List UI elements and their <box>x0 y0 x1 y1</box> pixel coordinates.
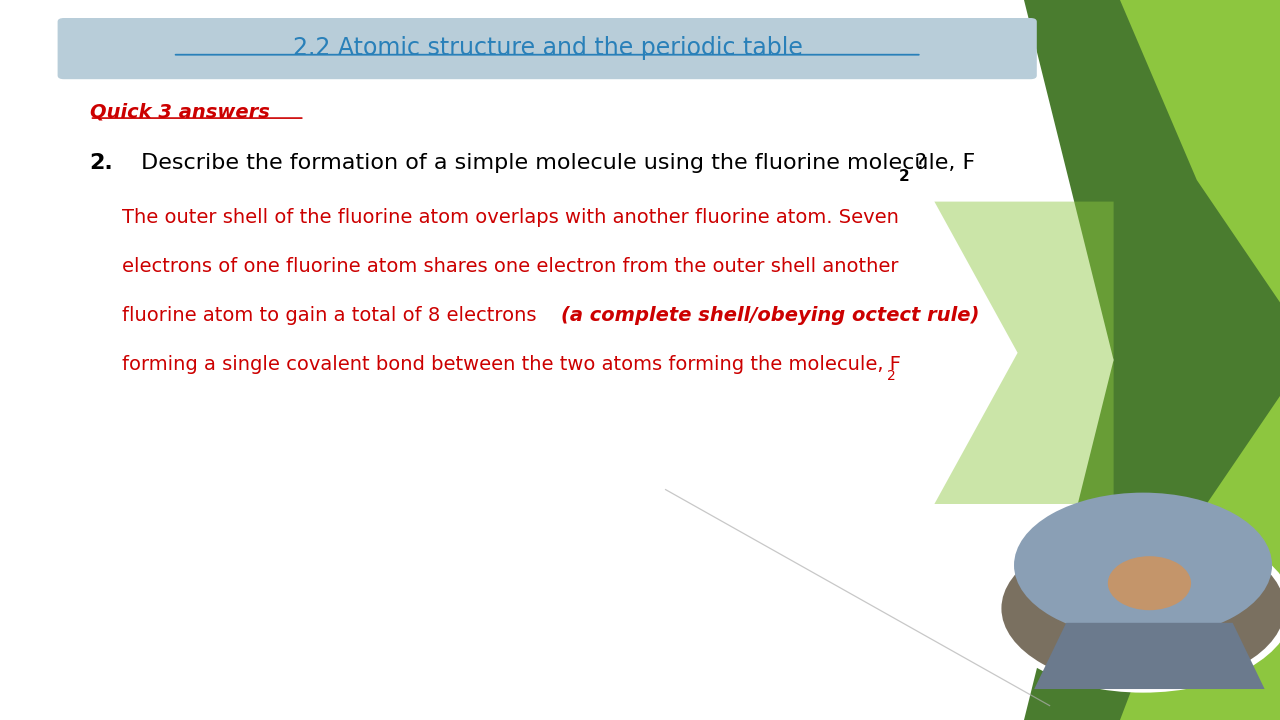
Text: The outer shell of the fluorine atom overlaps with another fluorine atom. Seven: The outer shell of the fluorine atom ove… <box>122 208 899 227</box>
Text: 2.: 2. <box>90 153 114 174</box>
Text: (a complete shell/obeying octect rule): (a complete shell/obeying octect rule) <box>561 306 979 325</box>
Polygon shape <box>1024 0 1280 720</box>
Text: fluorine atom to gain a total of 8 electrons: fluorine atom to gain a total of 8 elect… <box>122 306 536 325</box>
Circle shape <box>993 524 1280 693</box>
Text: electrons of one fluorine atom shares one electron from the outer shell another: electrons of one fluorine atom shares on… <box>122 257 899 276</box>
Text: 2.2 Atomic structure and the periodic table: 2.2 Atomic structure and the periodic ta… <box>293 36 803 60</box>
Polygon shape <box>1120 396 1280 720</box>
Polygon shape <box>1034 623 1265 689</box>
Text: Quick 3 answers: Quick 3 answers <box>90 102 270 121</box>
Circle shape <box>1000 528 1280 689</box>
Text: 2: 2 <box>899 169 909 184</box>
Circle shape <box>1014 492 1272 638</box>
Text: forming a single covalent bond between the two atoms forming the molecule, F: forming a single covalent bond between t… <box>122 355 901 374</box>
Text: ?: ? <box>914 153 925 174</box>
Text: Describe the formation of a simple molecule using the fluorine molecule, F: Describe the formation of a simple molec… <box>134 153 975 174</box>
Ellipse shape <box>1108 556 1190 611</box>
FancyBboxPatch shape <box>58 18 1037 79</box>
Polygon shape <box>934 202 1114 504</box>
Polygon shape <box>1120 0 1280 302</box>
Text: 2: 2 <box>887 369 896 383</box>
